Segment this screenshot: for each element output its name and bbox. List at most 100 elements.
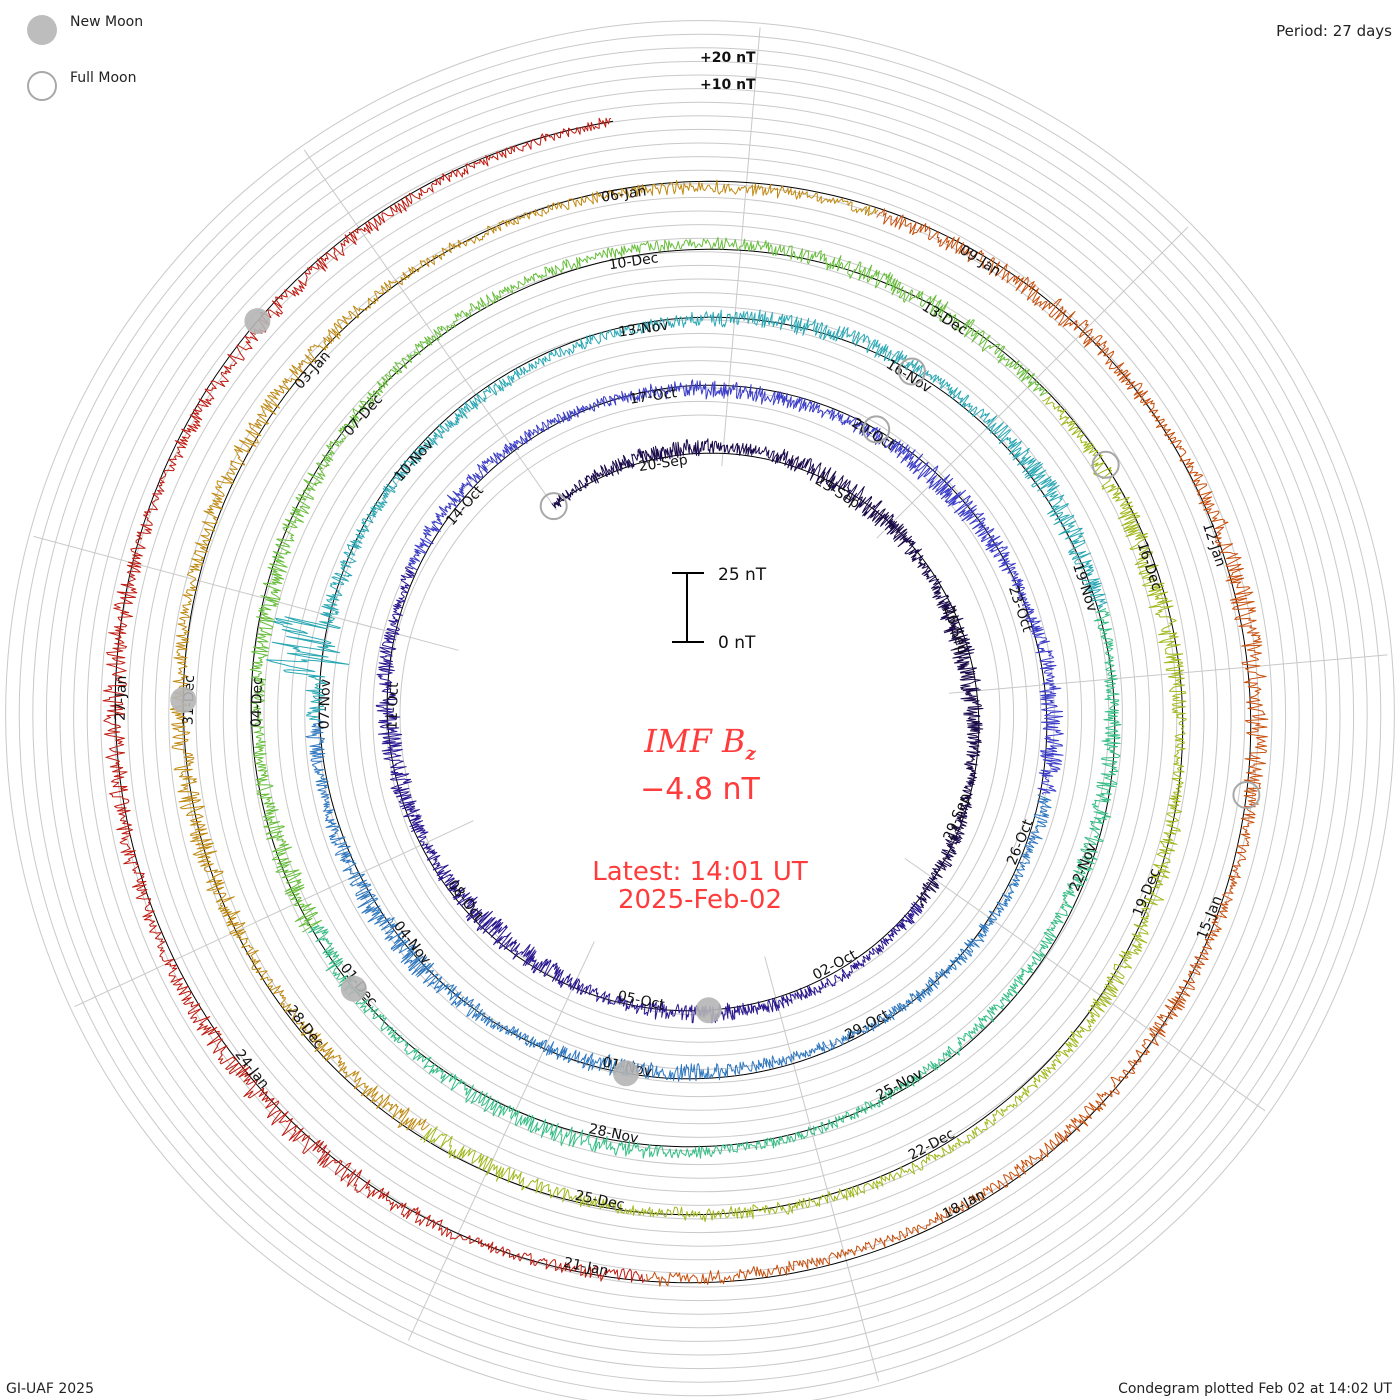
grid-circle <box>209 224 1191 1206</box>
data-series-segment <box>408 379 1064 795</box>
grid-circle <box>331 346 1069 1084</box>
chart-title: IMF Bz <box>560 722 840 764</box>
grid-spoke <box>74 820 474 1008</box>
date-label: 15-Jan <box>1194 894 1226 942</box>
data-series-segment <box>102 117 646 1283</box>
grid-circle <box>45 60 1355 1370</box>
current-value: −4.8 nT <box>640 772 760 807</box>
chart-title-sub: z <box>745 743 756 765</box>
scale-bar-top-label: 25 nT <box>718 565 767 585</box>
series-layer <box>102 117 1269 1287</box>
grid-layer <box>5 20 1395 1400</box>
grid-circle <box>372 387 1028 1043</box>
grid-circle <box>18 33 1382 1397</box>
grid-spoke <box>948 654 1388 694</box>
full-moon-marker <box>539 492 568 521</box>
new-moon-marker <box>613 1060 639 1087</box>
grid-spoke <box>407 941 595 1341</box>
data-series-segment <box>646 208 1269 1287</box>
credit-label: GI-UAF 2025 <box>6 1381 94 1397</box>
grid-circle <box>317 332 1083 1098</box>
grid-spoke <box>904 857 1266 1112</box>
grid-circle <box>358 373 1042 1057</box>
full-moon-marker <box>897 357 926 386</box>
date-label: 05-Oct <box>616 988 666 1013</box>
data-series-segment <box>305 720 1052 1082</box>
date-label: 23-Sep <box>812 473 862 513</box>
offset-labels: +20 nT +10 nT <box>700 50 756 93</box>
date-label: 20-Sep <box>638 452 689 475</box>
grid-circle <box>73 88 1327 1342</box>
new-moon-marker <box>244 308 271 335</box>
date-label: 26-Sep <box>940 604 971 656</box>
new-moon-marker <box>170 687 197 713</box>
date-label: 06-Jan <box>600 183 647 205</box>
date-label: 13-Dec <box>919 299 970 339</box>
baseline-spiral <box>114 120 1252 1284</box>
date-label: 18-Jan <box>940 1187 987 1223</box>
date-label: 07-Dec <box>341 392 386 440</box>
new-moon-icon <box>27 15 57 45</box>
date-label: 27-Jan <box>113 675 130 721</box>
new-moon-marker <box>695 997 722 1024</box>
data-series-segment <box>551 438 984 909</box>
date-label: 29-Sep <box>941 791 974 843</box>
offset-label-20: +20 nT <box>700 50 756 66</box>
legend-full-moon-label: Full Moon <box>70 70 137 86</box>
grid-circle <box>195 210 1205 1220</box>
date-label: 17-Oct <box>629 385 679 408</box>
data-series-segment <box>265 309 1108 721</box>
grid-circle <box>127 142 1273 1288</box>
scale-bar: 25 nT 0 nT <box>672 565 767 653</box>
grid-circle <box>277 292 1123 1138</box>
date-label: 13-Nov <box>618 318 670 341</box>
grid-spoke <box>764 956 880 1382</box>
latest-date: 2025-Feb-02 <box>617 885 783 915</box>
grid-circle <box>32 47 1368 1383</box>
full-moon-marker <box>1091 450 1120 479</box>
data-series-segment <box>308 608 1122 1159</box>
new-moon-marker <box>340 975 367 1002</box>
grid-circle <box>385 400 1015 1030</box>
data-series-segment <box>249 236 1049 933</box>
date-label: 11-Oct <box>384 682 401 730</box>
data-series-segment <box>420 396 1187 1223</box>
latest-timestamp: Latest: 14:01 UT 2025-Feb-02 <box>520 858 880 914</box>
grid-circle <box>168 183 1232 1247</box>
grid-circle <box>345 360 1055 1070</box>
grid-circle <box>59 74 1341 1356</box>
data-series-segment <box>169 179 879 1131</box>
grid-circle <box>86 101 1314 1329</box>
date-label: 10-Dec <box>608 250 660 273</box>
latest-time: Latest: 14:01 UT <box>592 857 808 887</box>
grid-spoke <box>33 535 459 651</box>
date-label: 04-Dec <box>249 677 266 727</box>
full-moon-icon <box>27 71 57 101</box>
full-moon-marker <box>862 415 891 444</box>
chart-title-main: IMF B <box>644 722 746 760</box>
scale-bar-bottom-label: 0 nT <box>718 633 756 653</box>
date-label: 08-Oct <box>444 877 486 925</box>
date-label: 28-Dec <box>283 1003 327 1052</box>
grid-circle <box>5 20 1395 1400</box>
plotted-label: Condegram plotted Feb 02 at 14:02 UT <box>1118 1381 1392 1397</box>
period-label: Period: 27 days <box>1276 22 1392 40</box>
legend-new-moon-label: New Moon <box>70 14 144 30</box>
grid-spoke <box>876 226 1189 539</box>
grid-circle <box>154 169 1246 1261</box>
data-series-segment <box>375 566 923 1024</box>
grid-spoke <box>721 27 761 467</box>
grid-circle <box>181 196 1219 1234</box>
full-moon-marker <box>1232 781 1261 809</box>
offset-label-10: +10 nT <box>700 77 756 93</box>
moon-layer <box>170 308 1261 1087</box>
date-label: 07-Nov <box>316 679 333 730</box>
date-label: 25-Dec <box>574 1188 626 1214</box>
grid-circle <box>249 264 1151 1166</box>
grid-circle <box>236 251 1164 1179</box>
grid-circle <box>100 115 1300 1315</box>
date-label: 03-Jan <box>292 348 334 392</box>
date-label: 10-Nov <box>392 437 437 485</box>
